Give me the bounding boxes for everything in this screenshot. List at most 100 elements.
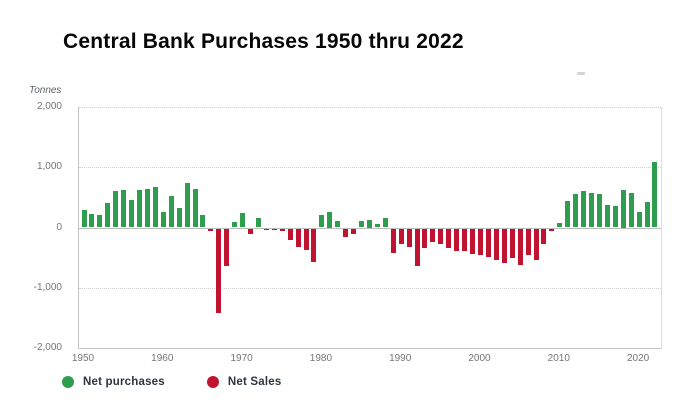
bar-1968 [224, 228, 230, 266]
bar-2012 [573, 194, 579, 228]
bar-1975 [279, 228, 285, 231]
bar-1960 [160, 211, 166, 228]
x-tick-2000: 2000 [468, 353, 491, 364]
bar-1990 [398, 228, 404, 244]
bar-1980 [319, 214, 325, 228]
bar-1972 [255, 218, 261, 228]
bar-1979 [311, 228, 317, 262]
bar-1955 [121, 190, 127, 228]
x-tick-1980: 1980 [309, 353, 333, 364]
bar-1986 [366, 219, 372, 228]
bar-1958 [144, 189, 150, 228]
bar-1993 [422, 228, 428, 248]
bar-1996 [446, 228, 452, 248]
bar-1964 [192, 189, 198, 228]
y-tick-0: 0 [56, 221, 62, 233]
bar-1988 [382, 218, 388, 228]
bar-1961 [168, 195, 174, 228]
x-tick-1960: 1960 [151, 353, 174, 364]
bar-2011 [565, 200, 571, 228]
bar-1992 [414, 228, 420, 266]
bar-2022 [652, 162, 658, 228]
bar-2020 [636, 212, 642, 228]
bar-1951 [89, 213, 95, 228]
bar-1969 [232, 222, 238, 228]
x-tick-2010: 2010 [547, 353, 570, 364]
bar-1984 [351, 228, 357, 235]
y-tick-1,000: 1,000 [36, 161, 62, 173]
bar-1956 [129, 200, 135, 228]
bar-2004 [509, 228, 515, 259]
bar-2003 [501, 228, 507, 264]
plot-area [78, 107, 662, 349]
bar-1981 [327, 212, 333, 228]
y-tick--1,000: -1,000 [33, 281, 62, 293]
y-tick-2,000: 2,000 [36, 101, 62, 112]
x-tick-1950: 1950 [71, 353, 95, 364]
gridline-2000 [79, 107, 661, 108]
bar-1962 [176, 207, 182, 228]
bar-1978 [303, 228, 309, 251]
bar-1971 [248, 228, 254, 235]
bar-1987 [374, 224, 380, 228]
net-sales-dot-icon [206, 376, 219, 388]
bar-2019 [628, 192, 634, 228]
gridline--2000 [79, 348, 661, 349]
bar-1970 [240, 213, 246, 228]
bar-1989 [390, 228, 396, 254]
chart-legend: Net purchases Net Sales [62, 376, 281, 388]
y-axis-unit-label: Tonnes [29, 85, 62, 96]
bar-1953 [105, 203, 111, 228]
bar-2000 [478, 228, 483, 255]
bar-2017 [612, 206, 618, 228]
bar-2009 [549, 228, 555, 231]
net-purchases-label: Net purchases [83, 376, 165, 388]
bar-2006 [525, 228, 531, 255]
bar-2018 [620, 189, 626, 228]
x-tick-1990: 1990 [389, 353, 412, 364]
x-tick-1970: 1970 [230, 353, 253, 364]
legend-item-net-sales[interactable]: Net Sales [206, 376, 282, 388]
bar-1957 [137, 190, 142, 228]
legend-item-net-purchases[interactable]: Net purchases [62, 376, 165, 388]
bar-1974 [271, 228, 277, 230]
bar-1952 [97, 215, 103, 228]
bar-1982 [335, 221, 341, 228]
bar-1977 [295, 228, 301, 247]
net-sales-label: Net Sales [227, 376, 282, 388]
bar-2013 [581, 191, 587, 228]
bar-1959 [152, 187, 158, 228]
bar-2021 [644, 201, 650, 228]
bar-1954 [113, 191, 119, 228]
gridline-1000 [79, 167, 661, 169]
bar-1991 [406, 228, 412, 248]
bar-2008 [541, 228, 547, 245]
bar-1965 [200, 215, 206, 228]
y-tick--2,000: -2,000 [33, 342, 62, 353]
bar-1963 [184, 182, 190, 228]
chart-title: Central Bank Purchases 1950 thru 2022 [63, 30, 464, 53]
bar-1985 [359, 221, 365, 228]
zero-axis-line [79, 227, 661, 229]
x-tick-2020: 2020 [626, 353, 650, 364]
bar-1973 [263, 228, 269, 230]
bar-1999 [470, 228, 476, 255]
bar-2005 [517, 228, 523, 265]
bar-1966 [208, 228, 214, 232]
bar-1994 [430, 228, 436, 243]
bar-1998 [462, 228, 468, 251]
bar-2010 [557, 222, 563, 228]
artifact-mark [577, 72, 585, 75]
bar-1995 [438, 228, 444, 244]
bar-2007 [533, 228, 539, 261]
bar-2001 [485, 228, 491, 258]
bar-1967 [216, 228, 222, 313]
bar-1997 [454, 228, 460, 252]
bar-2014 [589, 192, 595, 228]
bar-2015 [596, 194, 602, 228]
bar-2016 [604, 204, 610, 228]
bar-1983 [343, 228, 349, 237]
bar-1950 [81, 210, 87, 228]
net-purchases-dot-icon [62, 376, 74, 388]
